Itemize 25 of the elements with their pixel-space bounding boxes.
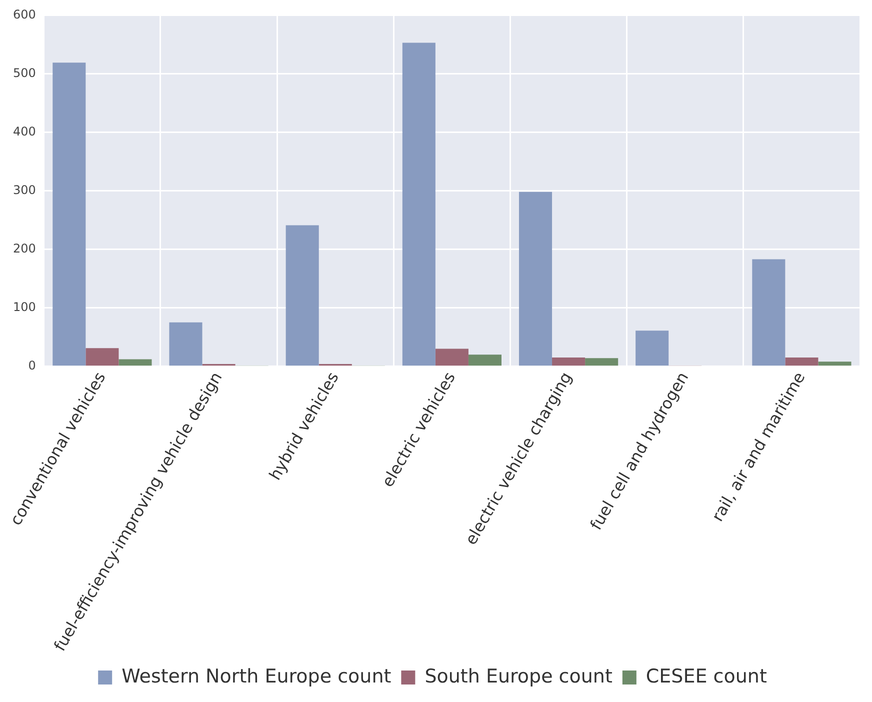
legend-label: Western North Europe count: [122, 665, 392, 688]
bar: [435, 348, 468, 366]
y-tick-label: 600: [13, 7, 36, 22]
bar: [785, 358, 818, 366]
bar: [52, 62, 86, 366]
legend-label: CESEE count: [646, 665, 767, 688]
bar: [286, 225, 319, 366]
bar: [585, 358, 618, 366]
y-tick-label: 300: [13, 182, 36, 197]
legend-label: South Europe count: [424, 665, 612, 688]
y-tick-label: 0: [28, 358, 36, 372]
y-tick-label: 400: [13, 124, 36, 138]
bar: [468, 354, 502, 366]
bar: [552, 358, 586, 366]
y-tick-label: 500: [13, 66, 36, 80]
bar: [169, 322, 202, 366]
bar: [402, 42, 436, 366]
bar: [86, 348, 119, 366]
y-tick-label: 200: [13, 241, 36, 256]
bar: [752, 259, 786, 366]
bar: [118, 359, 152, 366]
bar: [636, 330, 669, 366]
bar: [818, 362, 852, 366]
y-tick-label: 100: [13, 300, 36, 314]
bar: [518, 192, 552, 366]
